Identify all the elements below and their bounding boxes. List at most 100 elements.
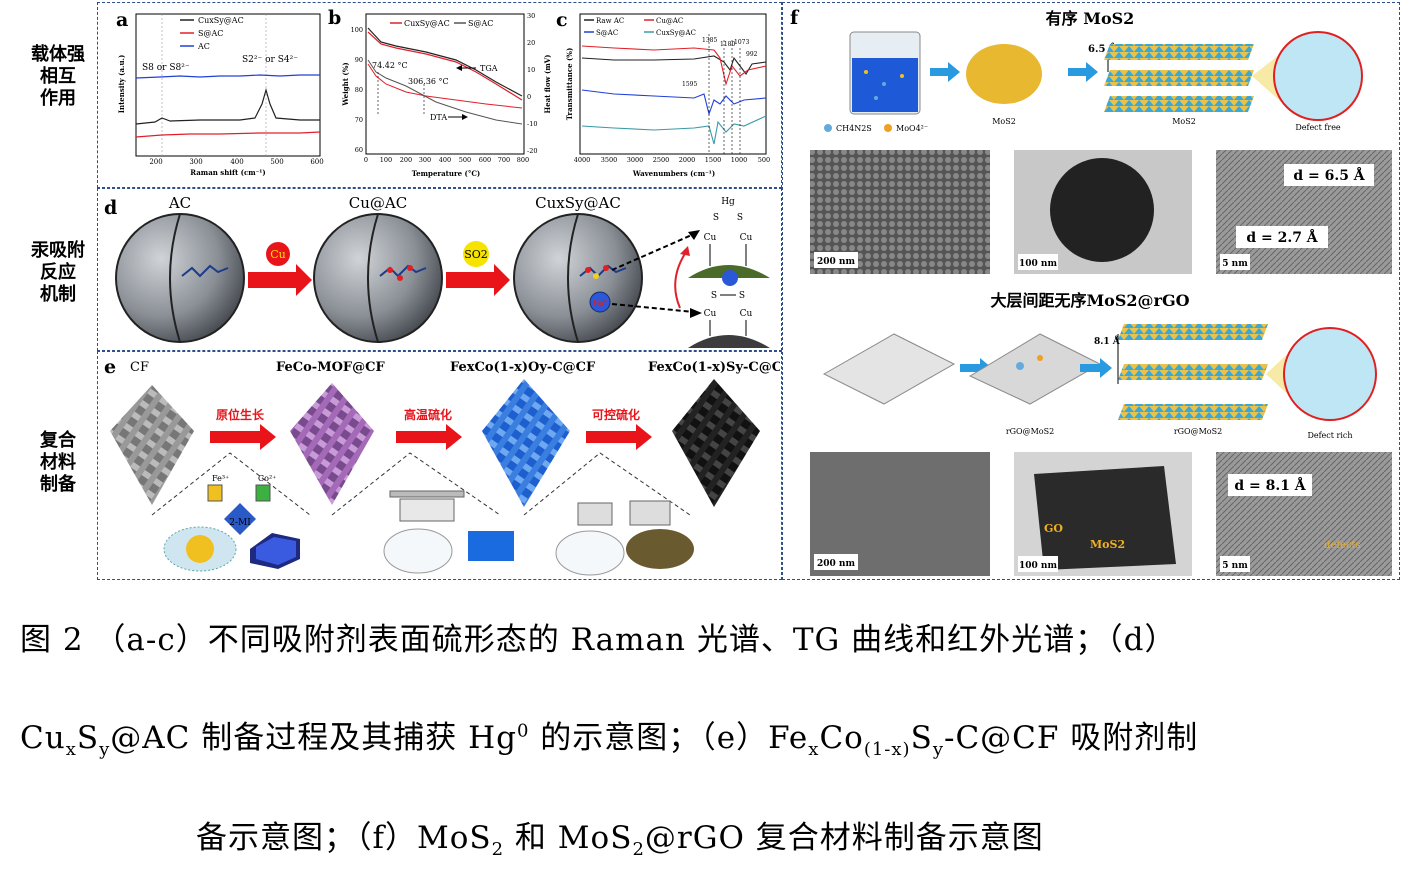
- ytick-bl-2: 80: [355, 86, 363, 94]
- peak-1385: 1385: [702, 37, 717, 44]
- arrow-e-2: 高温硫化: [404, 407, 452, 422]
- panel-a-letter: a: [116, 9, 128, 31]
- cap2-y2: y: [932, 739, 944, 761]
- scale-6: 5 nm: [1222, 561, 1248, 571]
- sphere-ac: [115, 213, 245, 343]
- ytick-bl-0: 100: [351, 26, 363, 34]
- legend-b-1: CuxSy@AC: [404, 19, 450, 28]
- dta-sac: [367, 59, 523, 125]
- cap2-sub1: (1-x): [863, 739, 911, 761]
- series-cuxsy: [135, 131, 321, 138]
- panel-f-letter: f: [790, 7, 800, 29]
- cap3-a: 备示意图；（f）MoS: [196, 820, 492, 856]
- tick-b-0: 0: [364, 156, 368, 164]
- legend-b-2: S@AC: [468, 19, 493, 28]
- legend-a-2: S@AC: [198, 29, 223, 38]
- panel-c-letter: c: [556, 9, 568, 31]
- tick-a-3: 500: [270, 158, 283, 166]
- tick-b-3: 300: [419, 156, 431, 164]
- lbl-defect-free: Defect free: [1295, 123, 1341, 132]
- tick-b-8: 800: [517, 156, 529, 164]
- ir-cu: [581, 45, 767, 87]
- scale-3: 5 nm: [1222, 259, 1248, 269]
- caption-line-1-text: 图 2 （a-c）不同吸附剂表面硫形态的 Raman 光谱、TG 曲线和红外光谱…: [20, 622, 1177, 658]
- xlabel-b: Temperature (°C): [412, 169, 480, 178]
- caption-line-1: 图 2 （a-c）不同吸附剂表面硫形态的 Raman 光谱、TG 曲线和红外光谱…: [20, 614, 1176, 659]
- title-d-cu: Cu@AC: [349, 194, 407, 212]
- peak-1180: 1180: [720, 41, 735, 48]
- ylabel-c: Transmittance (%): [565, 48, 574, 121]
- annot-a-right: S2²⁻ or S4²⁻: [242, 55, 298, 65]
- tick-b-7: 700: [498, 156, 510, 164]
- ytick-br-5: -20: [527, 147, 537, 155]
- title-f-top: 有序 MoS2: [1046, 9, 1135, 28]
- ytick-br-1: 20: [527, 39, 535, 47]
- cap2-sup: 0: [516, 720, 530, 742]
- cloth-oxide: [482, 379, 570, 507]
- panel-e-diagram: e CF FeCo-MOF@CF FexCo(1-x)Oy-C@CF FexCo…: [104, 356, 780, 576]
- annot-b-t1: 74.42 °C: [372, 61, 408, 70]
- title-e-sulfide: FexCo(1-x)Sy-C@CF: [648, 360, 780, 375]
- tick-a-1: 300: [189, 158, 202, 166]
- cloth-cf: [110, 385, 194, 505]
- dta-label: DTA: [430, 113, 447, 122]
- tick-c-7: 500: [758, 156, 770, 164]
- tga-cuxsy: [367, 31, 523, 101]
- panel-d-diagram: d Hg⁰ AC Cu@AC CuxSy@AC Cu SO2 Hg S S Cu…: [104, 194, 770, 348]
- title-e-oxide: FexCo(1-x)Oy-C@CF: [450, 360, 596, 375]
- panel-e-letter: e: [104, 356, 116, 378]
- tga-sac: [367, 27, 523, 97]
- cap2-b: S: [76, 720, 100, 756]
- caption-line-2: CuxSy@AC 制备过程及其捕获 Hg0 的示意图；（e）FexCo(1-x)…: [20, 712, 1198, 760]
- xlabel-c: Wavenumbers (cm⁻¹): [632, 169, 715, 178]
- panel-f-diagram: f 有序 MoS2 CH4N2S MoO4²⁻ MoS2 6.5 Å MoS2 …: [790, 7, 1392, 576]
- arrow-so2-label: SO2: [464, 248, 488, 261]
- tick-b-5: 500: [459, 156, 471, 164]
- d65-label: d = 6.5 Å: [1293, 166, 1365, 184]
- series-sac: [135, 87, 320, 125]
- lbl-rgo2: rGO@MoS2: [1174, 427, 1222, 436]
- cloth-sulfide: [672, 379, 760, 507]
- tick-b-6: 600: [479, 156, 491, 164]
- tick-c-6: 1000: [731, 156, 748, 164]
- ylabel-a: Intensity (a.u.): [117, 55, 126, 114]
- panel-a-chart: a CuxSy@AC S@AC AC S8 or S8²⁻ S2²⁻ or S4…: [116, 9, 324, 177]
- legend-c-1: Raw AC: [596, 17, 624, 25]
- panel-c-chart: c Raw AC Cu@AC S@AC CuxSy@AC 1385 1180 1…: [556, 9, 770, 178]
- s-bot-1: S: [711, 291, 717, 301]
- title-d-ac: AC: [168, 194, 191, 212]
- tick-b-2: 200: [400, 156, 412, 164]
- cap2-d: 的示意图；（e）Fe: [529, 720, 809, 756]
- fe-label: Fe³⁺: [212, 474, 229, 483]
- defects-label: defects: [1324, 540, 1361, 551]
- title-f-bottom: 大层间距无序MoS2@rGO: [990, 291, 1189, 310]
- title-d-cuxsy: CuxSy@AC: [535, 194, 621, 212]
- arrow-e-3: 可控硫化: [592, 407, 640, 422]
- cap2-x: x: [65, 739, 77, 761]
- ytick-bl-3: 70: [355, 116, 363, 124]
- tick-c-1: 3500: [601, 156, 618, 164]
- ytick-br-0: 30: [527, 12, 535, 20]
- cu-bot-2: Cu: [740, 309, 753, 319]
- tick-b-1: 100: [380, 156, 392, 164]
- xlabel-a: Raman shift (cm⁻¹): [190, 168, 265, 177]
- cu-top-2: Cu: [740, 233, 753, 243]
- tick-c-0: 4000: [574, 156, 591, 164]
- ytick-br-4: -10: [527, 120, 537, 128]
- cap3-c: @rGO 复合材料制备示意图: [644, 820, 1044, 856]
- legend-a-1: CuxSy@AC: [198, 16, 244, 25]
- ytick-br-3: 0: [527, 93, 531, 101]
- cap3-s2: 2: [632, 839, 645, 861]
- ytick-bl-1: 90: [355, 56, 363, 64]
- legend-c-4: CuxSy@AC: [656, 29, 696, 37]
- cap2-f: S: [910, 720, 933, 756]
- tick-a-0: 200: [149, 158, 162, 166]
- frame-row2: [97, 188, 782, 351]
- tick-a-2: 400: [230, 158, 243, 166]
- s-top-2: S: [737, 213, 743, 223]
- cu-bot-1: Cu: [704, 309, 717, 319]
- tick-a-4: 600: [310, 158, 323, 166]
- tick-c-4: 2000: [679, 156, 696, 164]
- scale-1: 200 nm: [817, 257, 855, 267]
- sphere-cu: [313, 213, 443, 343]
